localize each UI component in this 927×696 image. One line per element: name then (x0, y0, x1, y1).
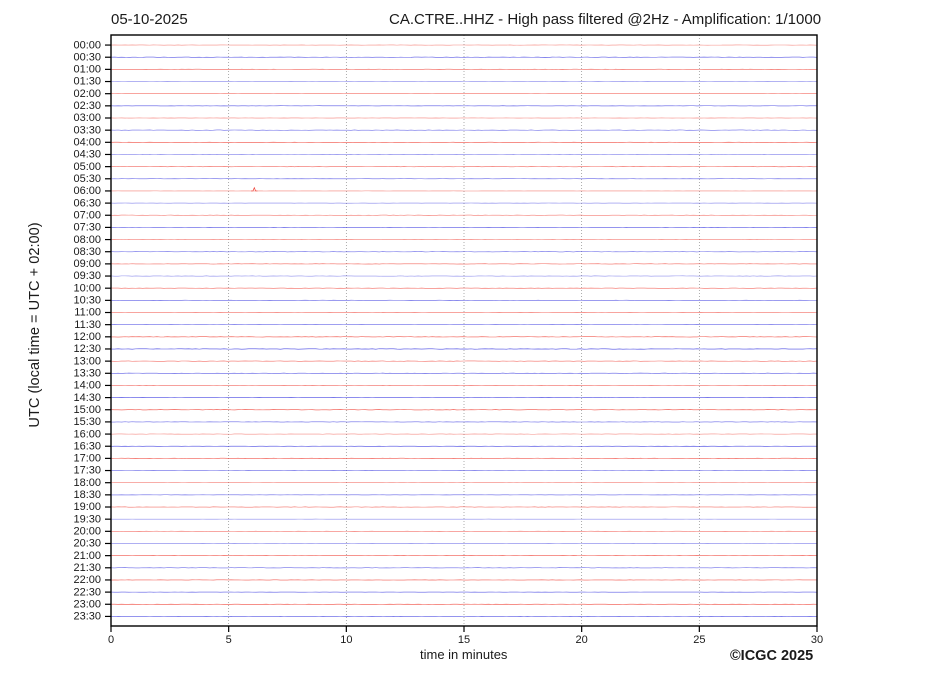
svg-text:10: 10 (340, 634, 352, 646)
svg-text:06:00: 06:00 (73, 185, 101, 197)
svg-text:14:00: 14:00 (73, 380, 101, 392)
svg-text:00:00: 00:00 (73, 39, 101, 51)
svg-text:09:00: 09:00 (73, 258, 101, 270)
svg-text:19:30: 19:30 (73, 513, 101, 525)
svg-text:20: 20 (576, 634, 588, 646)
svg-text:12:30: 12:30 (73, 343, 101, 355)
svg-text:03:00: 03:00 (73, 112, 101, 124)
svg-text:08:30: 08:30 (73, 246, 101, 258)
svg-text:04:00: 04:00 (73, 137, 101, 149)
svg-text:07:00: 07:00 (73, 209, 101, 221)
svg-text:16:30: 16:30 (73, 440, 101, 452)
svg-text:17:00: 17:00 (73, 453, 101, 465)
svg-text:02:30: 02:30 (73, 100, 101, 112)
svg-text:10:30: 10:30 (73, 295, 101, 307)
svg-text:20:30: 20:30 (73, 538, 101, 550)
svg-text:05:00: 05:00 (73, 161, 101, 173)
svg-text:10:00: 10:00 (73, 282, 101, 294)
svg-text:12:00: 12:00 (73, 331, 101, 343)
svg-text:05:30: 05:30 (73, 173, 101, 185)
svg-text:11:30: 11:30 (74, 319, 101, 331)
svg-text:16:00: 16:00 (73, 428, 101, 440)
svg-text:01:30: 01:30 (73, 76, 101, 88)
svg-text:04:30: 04:30 (73, 149, 101, 161)
svg-text:25: 25 (693, 634, 705, 646)
svg-text:23:00: 23:00 (73, 598, 101, 610)
svg-text:13:00: 13:00 (73, 355, 101, 367)
svg-text:15:00: 15:00 (73, 404, 101, 416)
svg-text:17:30: 17:30 (73, 465, 101, 477)
svg-text:15:30: 15:30 (73, 416, 101, 428)
svg-text:21:30: 21:30 (73, 562, 101, 574)
svg-text:11:00: 11:00 (74, 307, 101, 319)
svg-text:18:00: 18:00 (73, 477, 101, 489)
svg-text:14:30: 14:30 (73, 392, 101, 404)
svg-text:01:00: 01:00 (73, 64, 101, 76)
svg-text:22:30: 22:30 (73, 586, 101, 598)
svg-text:20:00: 20:00 (73, 526, 101, 538)
svg-text:0: 0 (108, 634, 114, 646)
svg-text:06:30: 06:30 (73, 197, 101, 209)
svg-text:18:30: 18:30 (73, 489, 101, 501)
svg-text:00:30: 00:30 (73, 51, 101, 63)
svg-text:21:00: 21:00 (73, 550, 101, 562)
svg-text:19:00: 19:00 (73, 501, 101, 513)
svg-text:08:00: 08:00 (73, 234, 101, 246)
svg-text:03:30: 03:30 (73, 124, 101, 136)
svg-text:13:30: 13:30 (73, 367, 101, 379)
svg-text:09:30: 09:30 (73, 270, 101, 282)
svg-text:30: 30 (811, 634, 823, 646)
svg-text:23:30: 23:30 (73, 611, 101, 623)
svg-text:02:00: 02:00 (73, 88, 101, 100)
svg-text:5: 5 (226, 634, 232, 646)
svg-text:07:30: 07:30 (73, 222, 101, 234)
svg-text:15: 15 (458, 634, 470, 646)
svg-text:22:00: 22:00 (73, 574, 101, 586)
